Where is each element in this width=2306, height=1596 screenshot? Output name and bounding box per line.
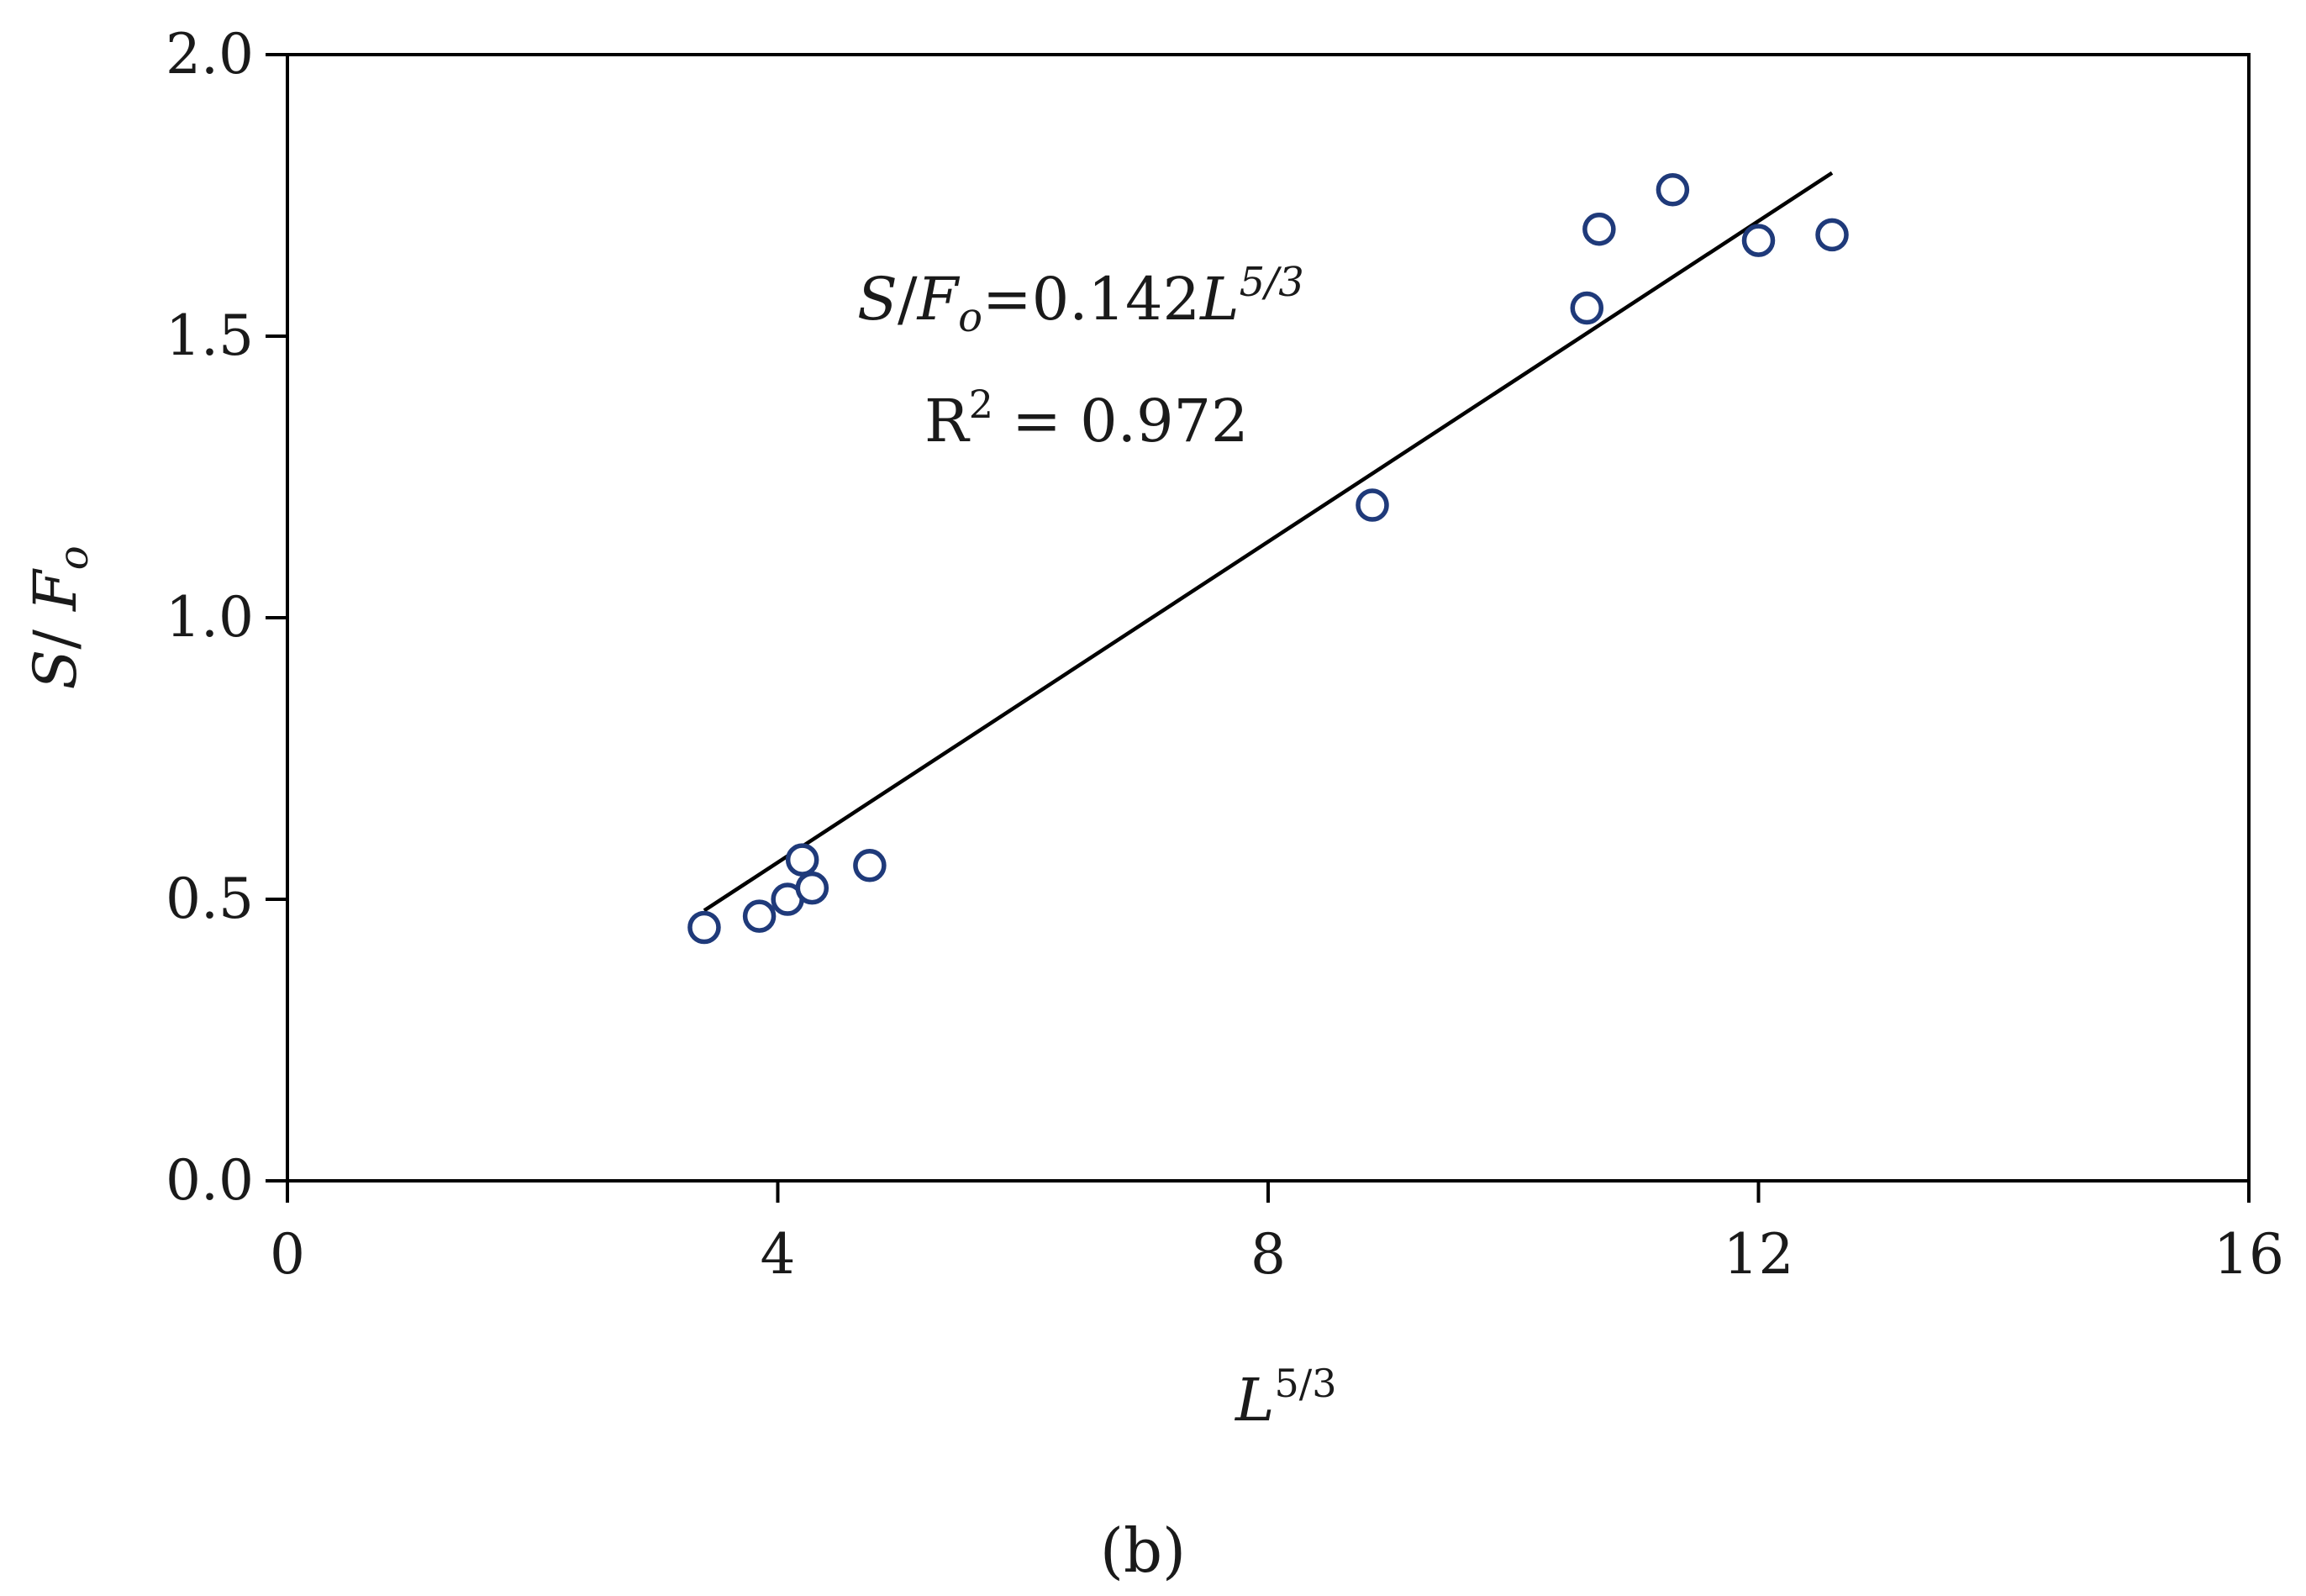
data-point: [1570, 291, 1604, 325]
eq-s: S: [857, 265, 898, 334]
data-point: [1356, 488, 1389, 522]
data-points: [687, 173, 1849, 945]
data-point: [1815, 218, 1849, 252]
y-label-sub: o: [50, 545, 97, 570]
plot-area-border: [286, 53, 2251, 1183]
eq-f: F: [916, 265, 961, 334]
x-axis-ticks: 0 4 8 12 16: [270, 1181, 2284, 1287]
y-tick-label: 0.5: [166, 866, 254, 931]
data-point: [1582, 212, 1616, 246]
r-squared: R2 = 0.972: [924, 382, 1249, 456]
eq-sub: o: [958, 294, 982, 341]
y-axis-label: S/ Fo: [21, 545, 97, 689]
x-tick-label: 8: [1250, 1222, 1286, 1287]
y-axis-ticks: 0.0 0.5 1.0 1.5 2.0: [166, 22, 287, 1213]
x-axis-label: L5/3: [1234, 1361, 1337, 1435]
r2-prefix: R: [924, 387, 971, 456]
x-label-base: L: [1234, 1366, 1274, 1435]
y-tick-label: 0.0: [166, 1148, 254, 1213]
y-tick-label: 2.0: [166, 22, 254, 87]
data-point: [742, 899, 777, 933]
fit-equation: S/Fo=0.142L5/3: [857, 259, 1304, 341]
fit-line: [703, 171, 1834, 913]
data-point: [785, 843, 819, 877]
x-tick-label: 16: [2214, 1222, 2284, 1287]
fit-line-group: [703, 171, 1834, 913]
data-point: [687, 910, 721, 945]
x-label-sup: 5/3: [1274, 1361, 1336, 1406]
eq-mid: =0.142: [982, 265, 1200, 334]
r2-value: = 0.972: [993, 387, 1249, 456]
data-point: [795, 871, 829, 905]
x-tick-label: 12: [1724, 1222, 1794, 1287]
eq-sup: 5/3: [1240, 259, 1304, 306]
y-label-s: S: [21, 650, 90, 690]
x-tick-label: 0: [270, 1222, 305, 1287]
data-point: [853, 849, 887, 882]
y-tick-label: 1.5: [166, 303, 254, 368]
eq-sep: /: [898, 265, 918, 334]
y-label-f: F: [21, 568, 90, 613]
r2-sup: 2: [969, 382, 993, 427]
y-tick-label: 1.0: [166, 585, 254, 650]
data-point: [1741, 224, 1776, 257]
y-label-sep: /: [21, 611, 90, 650]
x-tick-label: 4: [761, 1222, 796, 1287]
data-point: [1656, 173, 1690, 207]
eq-l: L: [1198, 265, 1239, 334]
panel-label: (b): [1100, 1515, 1186, 1586]
